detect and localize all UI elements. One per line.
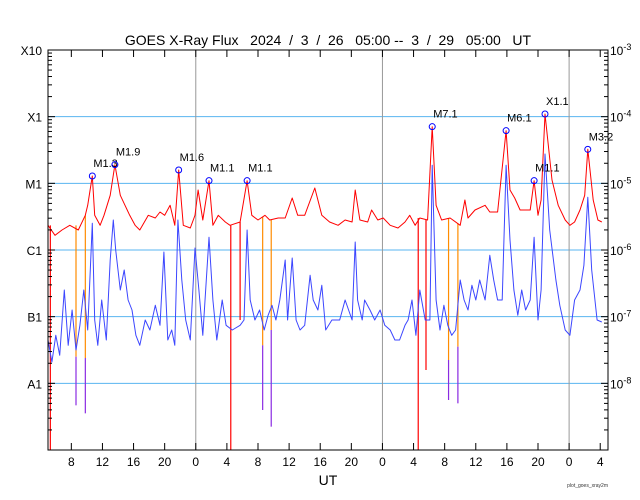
flare-label: M1.1: [248, 163, 272, 175]
y-class-label: B1: [27, 311, 42, 325]
y-class-label: C1: [27, 244, 43, 258]
flare-marker: [175, 166, 183, 174]
gridlines: [48, 50, 608, 450]
y-flux-label: 10-7: [610, 309, 631, 325]
flare-marker: [584, 145, 592, 153]
x-tick-label: 12: [282, 455, 296, 469]
flare-label: M1.1: [210, 163, 234, 175]
y-flux-label-base: 10: [610, 311, 624, 325]
flare-marker: [88, 172, 96, 180]
flare-label: M1.9: [116, 147, 140, 159]
flare-marker: [243, 177, 251, 185]
footer-label: plot_goes_xray2m: [567, 483, 608, 489]
y-flux-label-base: 10: [610, 177, 624, 191]
x-tick-label: 8: [255, 455, 262, 469]
series-lines: [47, 113, 603, 363]
x-tick-label: 8: [441, 455, 448, 469]
flare-label: M6.1: [507, 113, 531, 125]
x-tick-label: 20: [345, 455, 359, 469]
y-flux-label-exp: -8: [623, 375, 631, 385]
series-line-short: [47, 153, 602, 363]
y-flux-label-base: 10: [610, 111, 624, 125]
y-flux-label: 10-8: [610, 375, 631, 391]
x-tick-label: 16: [314, 455, 328, 469]
y-flux-label: 10-5: [610, 175, 631, 191]
y-class-label: A1: [27, 377, 42, 391]
x-tick-label: 4: [410, 455, 417, 469]
y-flux-label-exp: -6: [623, 242, 631, 252]
x-tick-label: 4: [224, 455, 231, 469]
y-flux-label-base: 10: [610, 44, 624, 58]
y-flux-label-base: 10: [610, 244, 624, 258]
chart-title: GOES X-Ray Flux 2024 / 3 / 26 05:00 -- 3…: [125, 32, 532, 48]
x-axis-label: UT: [319, 472, 338, 488]
flare-label: M1.6: [180, 152, 204, 164]
y-flux-label-exp: -3: [623, 42, 631, 52]
y-class-label: X10: [21, 44, 43, 58]
flare-marker: [428, 123, 436, 131]
dropout-lines: [49, 215, 459, 450]
flare-marker: [111, 161, 119, 169]
y-flux-label: 10-3: [610, 42, 631, 58]
x-tick-label: 20: [531, 455, 545, 469]
flare-label: M3.2: [589, 131, 613, 143]
y-flux-label-exp: -4: [623, 109, 631, 119]
series-line-long: [47, 113, 603, 236]
x-tick-label: 0: [192, 455, 199, 469]
axes: 8 12 16 20 0 4 8 12 16 20 0 4 8 12 16 20 0 4 X10 X1 M1 C1 B1 A1…: [21, 42, 632, 469]
y-class-label: M1: [25, 177, 42, 191]
x-tick-label: 20: [158, 455, 172, 469]
flare-label: M1.3: [93, 158, 117, 170]
y-flux-label: 10-6: [610, 242, 631, 258]
x-tick-label: 16: [127, 455, 141, 469]
flare-marker: [541, 110, 549, 118]
y-flux-label-exp: -7: [623, 309, 631, 319]
flare-label: M7.1: [433, 109, 457, 121]
x-tick-label: 12: [96, 455, 110, 469]
x-tick-label: 0: [566, 455, 573, 469]
flare-markers: M1.3M1.9 M1.6 M1.1 M1.1 M7.1 M6.1 M1.1 X1.1 M3.2: [88, 96, 613, 185]
x-tick-label: 12: [469, 455, 483, 469]
x-tick-label: 16: [500, 455, 514, 469]
flare-marker: [502, 127, 510, 135]
y-flux-label: 10-4: [610, 109, 631, 125]
flare-label: M1.1: [535, 163, 559, 175]
y-flux-label-exp: -5: [623, 175, 631, 185]
x-tick-label: 4: [597, 455, 604, 469]
y-class-label: X1: [27, 111, 42, 125]
y-flux-label-base: 10: [610, 377, 624, 391]
flare-label: X1.1: [546, 96, 569, 108]
x-tick-label: 0: [379, 455, 386, 469]
x-tick-label: 8: [68, 455, 75, 469]
flare-marker: [530, 177, 538, 185]
flare-marker: [205, 177, 213, 185]
